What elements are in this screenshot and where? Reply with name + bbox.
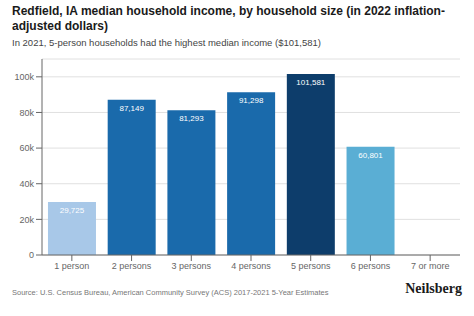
svg-text:2 persons: 2 persons: [112, 261, 152, 271]
svg-text:80k: 80k: [19, 108, 34, 118]
svg-text:40k: 40k: [19, 179, 34, 189]
html-text:Redfield, IA median household: Redfield, IA median household income, by…: [12, 4, 445, 33]
svg-text:3 persons: 3 persons: [172, 261, 212, 271]
svg-text:1 person: 1 person: [54, 261, 89, 271]
svg-text:5 persons: 5 persons: [291, 261, 331, 271]
svg-text:0: 0: [29, 250, 34, 260]
svg-text:60k: 60k: [19, 143, 34, 153]
svg-text:7 or more: 7 or more: [411, 261, 450, 271]
svg-text:6 persons: 6 persons: [351, 261, 391, 271]
html-text:Source: U.S. Census Bureau, Am: Source: U.S. Census Bureau, American Com…: [12, 288, 329, 297]
svg-text:81,293: 81,293: [179, 114, 204, 123]
svg-text:29,725: 29,725: [60, 206, 85, 215]
svg-text:101,581: 101,581: [296, 78, 325, 87]
svg-text:91,298: 91,298: [239, 96, 264, 105]
svg-text:60,801: 60,801: [358, 151, 383, 160]
svg-text:100k: 100k: [14, 72, 34, 82]
svg-text:87,149: 87,149: [119, 104, 144, 113]
svg-text:4 persons: 4 persons: [231, 261, 271, 271]
svg-text:20k: 20k: [19, 215, 34, 225]
html-text:Neilsberg: Neilsberg: [405, 281, 462, 296]
html-text:In 2021, 5-person households h: In 2021, 5-person households had the hig…: [12, 37, 321, 48]
